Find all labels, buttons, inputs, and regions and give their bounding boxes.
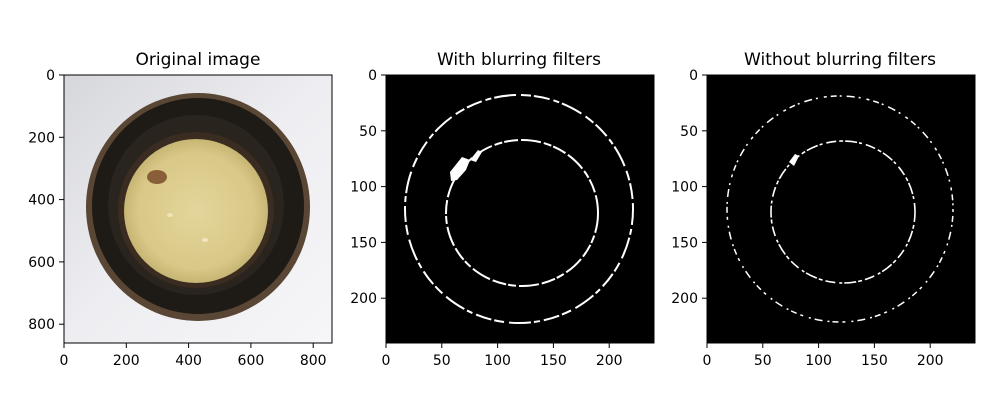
outer-edge-ring	[726, 95, 954, 323]
y-tick-label: 400	[28, 193, 55, 209]
y-tick-label: 50	[680, 124, 698, 140]
y-axis: 0 50 100 150 200	[350, 68, 386, 307]
y-tick-label: 150	[350, 235, 377, 251]
panel-without-blurring: Without blurring filters 0 50 100 150 20…	[671, 50, 976, 369]
x-axis: 0 50 100 150 200	[382, 343, 623, 369]
photo-petri-dish	[64, 75, 332, 343]
x-tick-label: 100	[805, 353, 832, 369]
x-tick-label: 600	[238, 353, 265, 369]
x-tick-label: 100	[484, 353, 511, 369]
panel-title: With blurring filters	[437, 50, 601, 70]
y-tick-label: 50	[359, 124, 377, 140]
y-tick-label: 0	[689, 68, 698, 84]
x-axis: 0 200 400 600 800	[60, 343, 327, 369]
panel-title: Original image	[136, 50, 261, 70]
y-tick-label: 200	[350, 291, 377, 307]
y-axis: 0 50 100 150 200	[671, 68, 707, 307]
y-tick-label: 200	[28, 130, 55, 146]
y-tick-label: 150	[671, 235, 698, 251]
y-tick-label: 100	[350, 180, 377, 196]
edge-artifact-blob	[450, 157, 470, 181]
x-tick-label: 150	[540, 353, 567, 369]
y-tick-label: 200	[671, 291, 698, 307]
x-tick-label: 400	[175, 353, 202, 369]
inner-edge-ring	[770, 140, 916, 284]
edge-map-unblurred	[707, 75, 975, 343]
y-tick-label: 100	[671, 180, 698, 196]
y-tick-label: 800	[28, 317, 55, 333]
x-tick-label: 0	[382, 353, 391, 369]
edge-map-blurred	[386, 75, 654, 343]
y-tick-label: 600	[28, 255, 55, 271]
outer-edge-ring	[404, 94, 634, 324]
inner-edge-ring	[445, 139, 599, 287]
x-tick-label: 0	[703, 353, 712, 369]
x-tick-label: 200	[596, 353, 623, 369]
x-tick-label: 50	[433, 353, 451, 369]
x-tick-label: 0	[60, 353, 69, 369]
x-tick-label: 50	[754, 353, 772, 369]
panel-title: Without blurring filters	[744, 50, 936, 70]
edge-artifact-blob	[789, 154, 799, 166]
panel-original-image: Original image 0 200 40	[28, 50, 333, 369]
x-axis: 0 50 100 150 200	[703, 343, 944, 369]
x-tick-label: 200	[113, 353, 140, 369]
y-tick-label: 0	[368, 68, 377, 84]
y-axis: 0 200 400 600 800	[28, 68, 64, 333]
panel-with-blurring: With blurring filters 0 50 100 150 200	[350, 50, 655, 369]
x-tick-label: 150	[861, 353, 888, 369]
y-tick-label: 0	[46, 68, 55, 84]
x-tick-label: 800	[300, 353, 327, 369]
x-tick-label: 200	[917, 353, 944, 369]
